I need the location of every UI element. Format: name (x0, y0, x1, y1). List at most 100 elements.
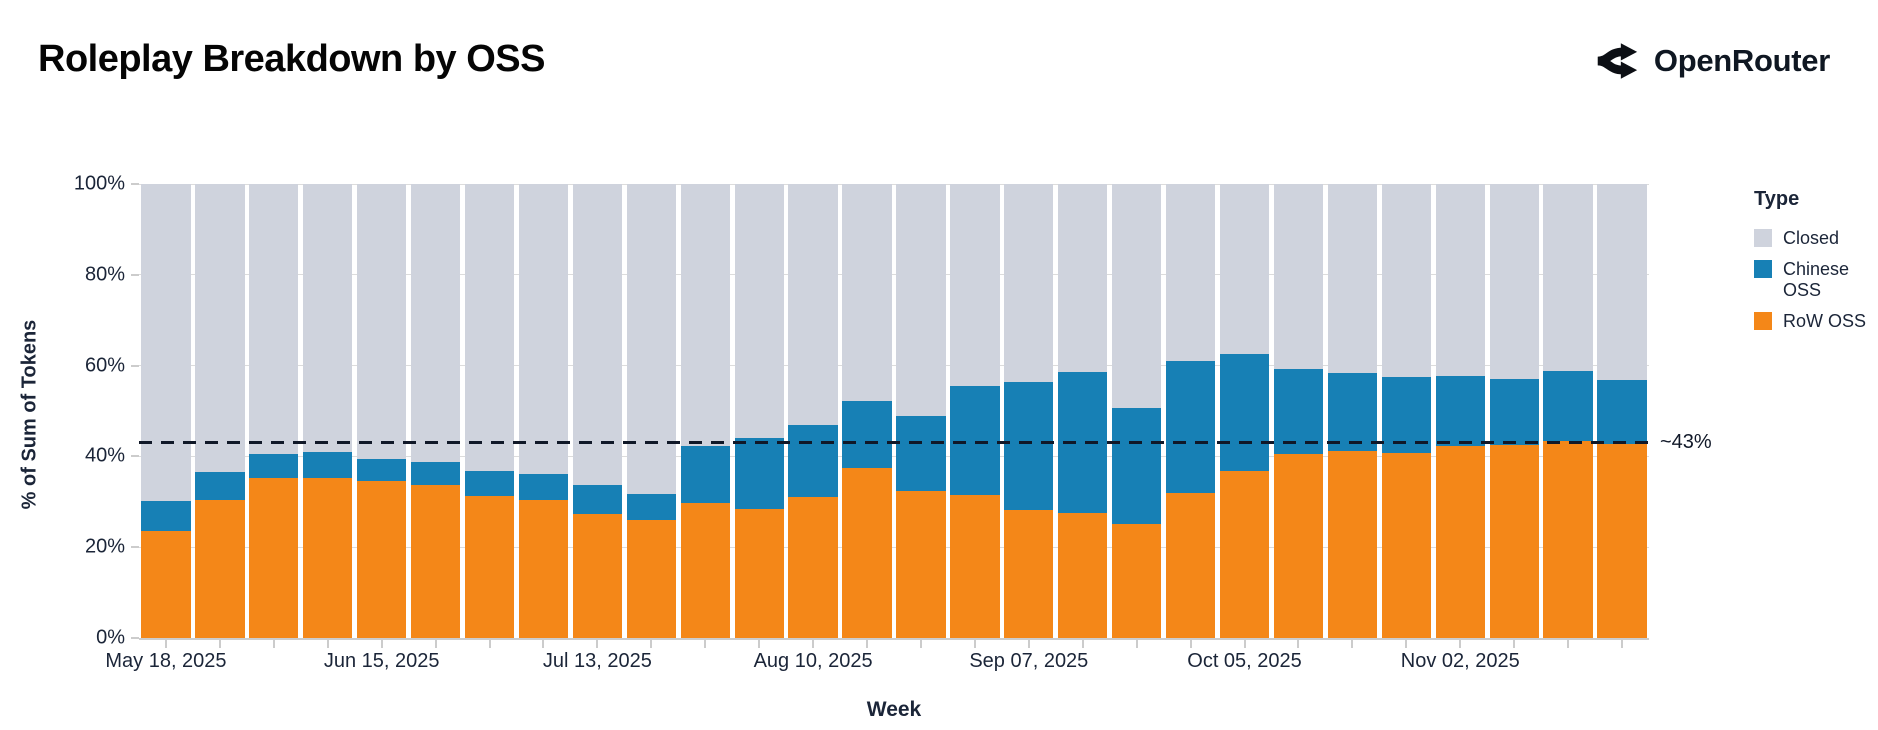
bar-segment-chinese-oss (1327, 373, 1378, 451)
bar-week-14 (842, 184, 892, 638)
bar-week-26 (1489, 184, 1539, 638)
x-tick-mark (218, 640, 221, 648)
bar-segment-row-oss (1597, 443, 1647, 638)
x-axis: May 18, 2025 Jun 15, 2025 Jul 13, 2025 Aug … (105, 638, 1649, 678)
bar-segment-row-oss (1381, 453, 1431, 638)
bar-segment-chinese-oss (1112, 408, 1162, 525)
legend-swatch (1754, 229, 1772, 247)
bar-segment-row-oss (1327, 450, 1378, 638)
bar-segment-row-oss (896, 491, 946, 638)
x-tick-mark (812, 640, 815, 648)
y-gridline (139, 274, 1649, 276)
bar-segment-closed (357, 184, 407, 460)
y-tick-label: 20% (84, 535, 125, 558)
y-tick-mark (131, 637, 139, 639)
bar-segment-closed (1543, 184, 1593, 372)
y-tick-mark (131, 183, 139, 185)
bar-segment-row-oss (1112, 524, 1162, 638)
bar-segment-chinese-oss (357, 459, 407, 482)
bar-week-16 (950, 184, 1000, 638)
bar-week-20 (1165, 184, 1216, 638)
y-tick-label: 100% (73, 172, 125, 195)
bar-segment-row-oss (141, 531, 191, 638)
x-tick-mark (1243, 640, 1246, 648)
x-tick-label: Aug 10, 2025 (753, 650, 873, 672)
bar-segment-closed (1435, 184, 1485, 376)
bar-segment-closed (1597, 184, 1647, 380)
bar-segment-row-oss (410, 484, 461, 638)
reference-line-label: ~43% (1660, 431, 1712, 453)
x-tick-mark (596, 640, 599, 648)
bar-segment-row-oss (1219, 471, 1270, 638)
bar-segment-chinese-oss (1004, 381, 1054, 510)
bar-segment-closed (842, 184, 892, 402)
bar-week-18 (1058, 184, 1108, 638)
x-axis-line (139, 638, 1649, 640)
legend-swatch (1754, 260, 1772, 278)
bar-segment-chinese-oss (680, 445, 730, 504)
bar-segment-row-oss (1273, 454, 1324, 638)
bar-segment-closed (680, 184, 730, 446)
bar-segment-closed (572, 184, 623, 485)
bar-segment-row-oss (1058, 513, 1108, 638)
bar-week-2 (195, 184, 245, 638)
x-axis-title: Week (866, 698, 922, 721)
bar-segment-closed (1489, 184, 1539, 380)
bar-week-23 (1327, 184, 1378, 638)
bar-segment-chinese-oss (896, 416, 946, 492)
bar-segment-closed (1327, 184, 1378, 374)
y-tick-label: 60% (84, 354, 125, 377)
x-tick-label: Jun 15, 2025 (323, 650, 440, 672)
bar-week-17 (1004, 184, 1054, 638)
y-tick-label: 80% (84, 263, 125, 286)
bar-week-15 (896, 184, 946, 638)
x-tick-mark (1189, 640, 1192, 648)
y-gridline (139, 183, 1649, 185)
bar-segment-closed (1381, 184, 1431, 377)
bar-segment-row-oss (1435, 446, 1485, 638)
bar-week-8 (518, 184, 569, 638)
bar-week-13 (788, 184, 838, 638)
bar-segment-closed (195, 184, 245, 473)
x-tick-mark (1135, 640, 1138, 648)
bar-segment-chinese-oss (1597, 379, 1647, 444)
bar-segment-row-oss (357, 481, 407, 638)
bar-segment-closed (410, 184, 461, 462)
bar-segment-chinese-oss (195, 472, 245, 500)
bar-segment-row-oss (195, 499, 245, 638)
bar-segment-chinese-oss (249, 453, 299, 478)
legend-item-closed: Closed (1754, 228, 1878, 249)
bar-segment-chinese-oss (464, 471, 515, 497)
bar-segment-chinese-oss (626, 493, 676, 520)
bar-week-4 (303, 184, 353, 638)
bar-segment-row-oss (842, 468, 892, 638)
bar-segment-closed (788, 184, 838, 426)
bar-week-21 (1219, 184, 1270, 638)
bar-segment-chinese-oss (410, 461, 461, 485)
legend-item-label: Closed (1783, 228, 1840, 248)
legend-item-label: RoW OSS (1783, 311, 1867, 331)
bar-segment-closed (896, 184, 946, 417)
x-tick-mark (326, 640, 329, 648)
bar-segment-closed (1058, 184, 1108, 372)
bar-segment-chinese-oss (303, 452, 353, 478)
bar-week-3 (249, 184, 299, 638)
x-tick-mark (1081, 640, 1084, 648)
x-tick-label: Jul 13, 2025 (542, 650, 652, 672)
brand-name: OpenRouter (1653, 43, 1830, 78)
bar-segment-closed (464, 184, 515, 472)
bar-week-27 (1543, 184, 1593, 638)
x-tick-mark (1297, 640, 1300, 648)
x-tick-mark (919, 640, 922, 648)
x-tick-mark (1405, 640, 1408, 648)
y-tick-mark (131, 546, 139, 549)
y-axis: 0% 20% 40% 60% 80% 100% (0, 173, 139, 649)
bar-week-1 (141, 184, 191, 638)
bar-week-19 (1112, 184, 1162, 638)
bar-segment-chinese-oss (1381, 376, 1431, 454)
bar-segment-chinese-oss (572, 484, 623, 514)
bar-segment-chinese-oss (950, 385, 1000, 495)
bar-segment-row-oss (626, 519, 676, 638)
bar-week-24 (1381, 184, 1431, 638)
openrouter-logo-icon (1597, 43, 1637, 79)
